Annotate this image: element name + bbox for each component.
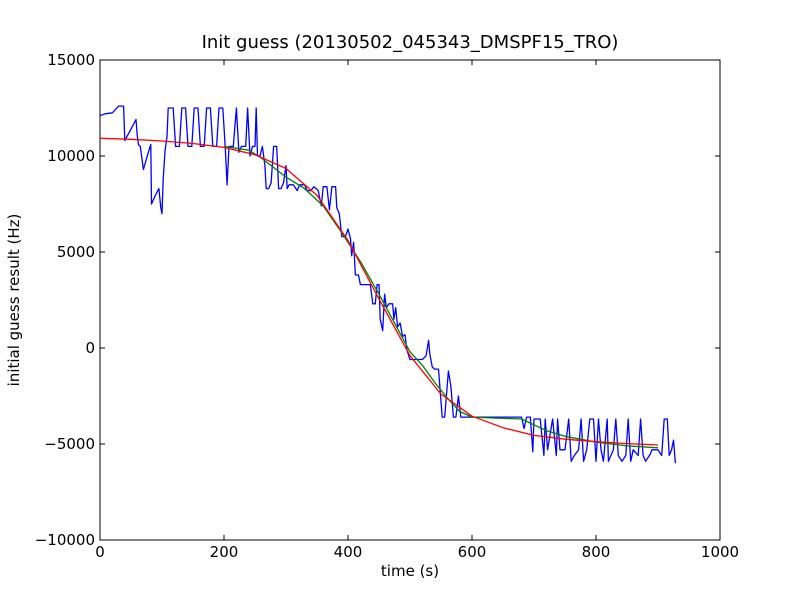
chart-title: Init guess (20130502_045343_DMSPF15_TRO)	[202, 32, 619, 53]
series-line-2	[223, 145, 659, 449]
x-tick-label: 600	[458, 543, 487, 561]
y-tick-label: 0	[85, 339, 95, 357]
y-tick-label: 15000	[47, 51, 95, 69]
y-tick-label: −10000	[35, 531, 95, 549]
y-tick-label: −5000	[44, 435, 95, 453]
y-tick-label: 10000	[47, 147, 95, 165]
plot-area: 0 200 400 600 800 1000 −10000 −5000 0 5000 10000 15…	[35, 51, 739, 561]
x-tick-label: 200	[210, 543, 239, 561]
x-axis-label: time (s)	[381, 562, 439, 580]
series-layer	[99, 105, 677, 464]
x-tick-label: 0	[95, 543, 105, 561]
tick-layer: 0 200 400 600 800 1000 −10000 −5000 0 5000 10000 15…	[35, 51, 739, 561]
x-tick-label: 1000	[701, 543, 739, 561]
plot-frame	[99, 59, 721, 541]
x-tick-label: 800	[582, 543, 611, 561]
series-line-3	[99, 137, 659, 446]
series-line-1	[99, 105, 677, 464]
y-tick-label: 5000	[57, 243, 95, 261]
y-axis-label: initial guess result (Hz)	[5, 214, 23, 387]
x-tick-label: 400	[334, 543, 363, 561]
